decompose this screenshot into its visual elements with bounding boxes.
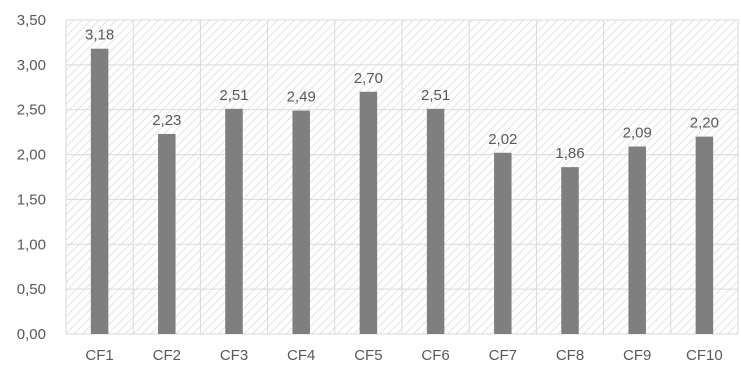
y-tick-label: 2,00 <box>17 147 46 164</box>
data-label: 2,02 <box>488 131 517 148</box>
data-label: 2,51 <box>421 87 450 104</box>
bar-cf2 <box>158 133 176 334</box>
x-tick-label: CF9 <box>623 347 651 364</box>
x-tick-label: CF6 <box>421 347 449 364</box>
data-label: 2,09 <box>623 124 652 141</box>
bar-cf1 <box>90 48 109 335</box>
gridlines <box>65 19 739 335</box>
bar-cf5 <box>359 91 378 335</box>
data-label: 3,18 <box>85 27 114 44</box>
data-label: 2,23 <box>152 112 181 129</box>
x-tick-label: CF7 <box>489 347 517 364</box>
data-label: 1,86 <box>555 145 584 162</box>
data-label: 2,51 <box>219 87 248 104</box>
y-tick-label: 1,50 <box>17 191 46 208</box>
x-tick-label: CF5 <box>354 347 382 364</box>
x-tick-label: CF2 <box>153 347 181 364</box>
y-tick-label: 0,00 <box>17 326 46 343</box>
x-tick-label: CF1 <box>85 347 113 364</box>
data-labels: 3,18 2,23 2,51 2,49 2,70 2,51 2,02 1,86 2,09 2,20 <box>85 27 719 162</box>
y-tick-label: 1,00 <box>17 236 46 253</box>
data-label: 2,49 <box>287 89 316 106</box>
x-tick-label: CF4 <box>287 347 315 364</box>
bar-cf9 <box>628 146 646 334</box>
y-tick-label: 2,50 <box>17 102 46 119</box>
x-tick-label: CF3 <box>220 347 248 364</box>
x-tick-label: CF8 <box>556 347 584 364</box>
bar-cf7 <box>494 152 512 334</box>
bar-cf6 <box>426 108 445 335</box>
x-axis: CF1 CF2 CF3 CF4 CF5 CF6 CF7 CF8 CF9 CF10 <box>85 347 722 364</box>
data-label: 2,20 <box>690 115 719 132</box>
x-tick-label: CF10 <box>686 347 723 364</box>
bar-cf8 <box>561 167 579 334</box>
bar-cf4 <box>292 110 310 335</box>
y-tick-label: 3,50 <box>17 12 46 29</box>
y-tick-label: 3,00 <box>17 57 46 74</box>
data-label: 2,70 <box>354 70 383 87</box>
y-tick-label: 0,50 <box>17 281 46 298</box>
y-axis: 0,00 0,50 1,00 1,50 2,00 2,50 3,00 3,50 <box>17 12 46 343</box>
bars <box>90 48 714 335</box>
bar-cf3 <box>225 108 243 335</box>
bar-cf10 <box>695 136 714 334</box>
